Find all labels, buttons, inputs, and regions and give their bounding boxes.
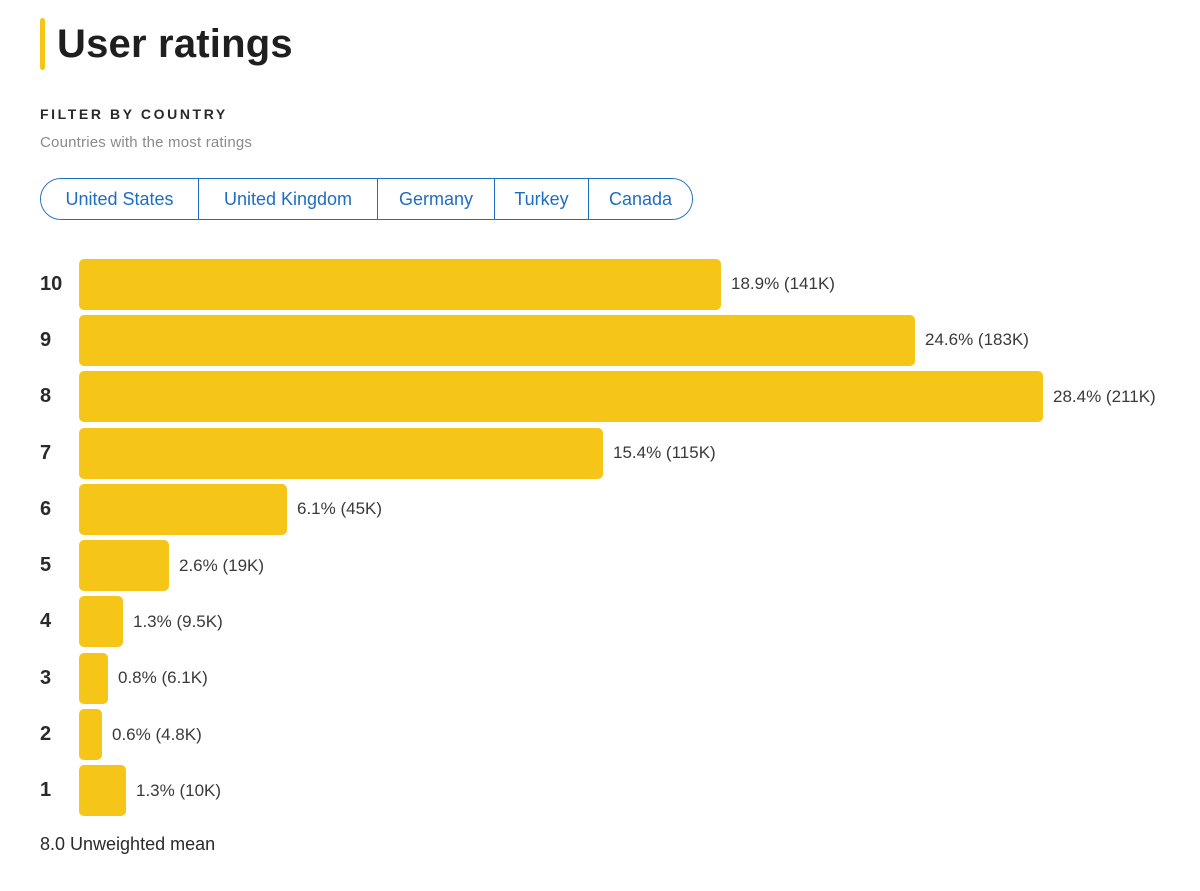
rating-row: 9 24.6% (183K) — [40, 312, 1190, 368]
rating-bar[interactable] — [79, 371, 1043, 423]
rating-label: 3 — [40, 666, 52, 689]
rating-value-label: 18.9% (141K) — [731, 274, 835, 294]
rating-bar[interactable] — [79, 540, 169, 592]
rating-label: 4 — [40, 610, 52, 633]
country-chip-united-states[interactable]: United States — [41, 179, 198, 219]
rating-row: 4 1.3% (9.5K) — [40, 594, 1190, 650]
rating-bar[interactable] — [79, 596, 123, 648]
page-title: User ratings — [57, 22, 293, 66]
country-chip-canada[interactable]: Canada — [588, 179, 692, 219]
rating-row: 3 0.8% (6.1K) — [40, 650, 1190, 706]
title-accent-bar — [40, 18, 45, 70]
rating-value-label: 15.4% (115K) — [613, 443, 716, 463]
rating-value-label: 1.3% (10K) — [136, 780, 222, 800]
rating-bar[interactable] — [79, 427, 603, 479]
rating-row: 2 0.6% (4.8K) — [40, 706, 1190, 762]
unweighted-mean: 8.0 Unweighted mean — [40, 834, 216, 854]
rating-row: 7 15.4% (115K) — [40, 425, 1190, 481]
rating-label: 10 — [40, 272, 63, 295]
rating-bar[interactable] — [79, 483, 287, 535]
rating-row: 8 28.4% (211K) — [40, 369, 1190, 425]
rating-label: 2 — [40, 723, 52, 746]
rating-value-label: 0.8% (6.1K) — [118, 668, 208, 688]
filter-subtitle: Countries with the most ratings — [40, 134, 253, 151]
ratings-bar-chart: 10 18.9% (141K) 9 24.6% (183K) 8 28.4% (… — [40, 256, 1190, 819]
rating-row: 10 18.9% (141K) — [40, 256, 1190, 312]
rating-label: 8 — [40, 385, 52, 408]
rating-label: 5 — [40, 554, 52, 577]
rating-value-label: 2.6% (19K) — [179, 555, 265, 575]
rating-bar[interactable] — [79, 765, 126, 817]
country-chip-united-kingdom[interactable]: United Kingdom — [198, 179, 377, 219]
rating-label: 6 — [40, 497, 52, 520]
rating-row: 1 1.3% (10K) — [40, 763, 1190, 819]
country-chip-germany[interactable]: Germany — [377, 179, 494, 219]
rating-bar[interactable] — [79, 314, 915, 366]
filter-label: FILTER BY COUNTRY — [40, 106, 228, 122]
page-header: User ratings — [40, 17, 293, 71]
rating-label: 1 — [40, 779, 52, 802]
rating-value-label: 24.6% (183K) — [925, 330, 1029, 350]
rating-row: 6 6.1% (45K) — [40, 481, 1190, 537]
rating-value-label: 1.3% (9.5K) — [133, 611, 223, 631]
rating-label: 7 — [40, 441, 52, 464]
rating-value-label: 28.4% (211K) — [1053, 386, 1156, 406]
rating-bar[interactable] — [79, 652, 108, 704]
rating-value-label: 6.1% (45K) — [297, 499, 383, 519]
country-chip-turkey[interactable]: Turkey — [494, 179, 588, 219]
country-filter-group: United States United Kingdom Germany Tur… — [40, 178, 693, 220]
rating-bar[interactable] — [79, 709, 102, 761]
rating-label: 9 — [40, 328, 52, 351]
rating-bar[interactable] — [79, 258, 721, 310]
rating-value-label: 0.6% (4.8K) — [112, 724, 202, 744]
rating-row: 5 2.6% (19K) — [40, 537, 1190, 593]
